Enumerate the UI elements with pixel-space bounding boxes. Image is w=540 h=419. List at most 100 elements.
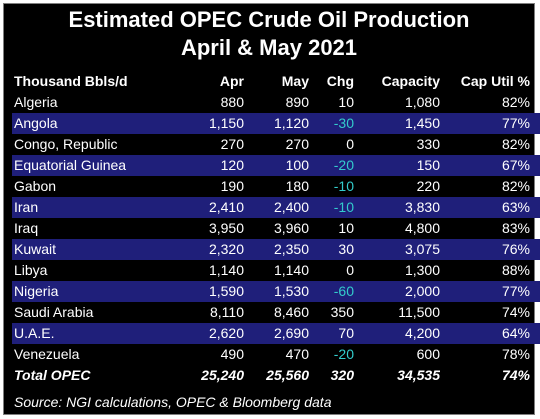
cell-cap-util: 74%	[501, 304, 530, 320]
cell-country: Saudi Arabia	[14, 304, 94, 320]
table-body: Algeria 880 890 10 1,080 82% Angola 1,150 1,120-…	[12, 92, 540, 386]
table-row: Congo, Republic 270 270 0 330 82%	[12, 134, 540, 155]
cell-apr: 490	[220, 346, 244, 362]
cell-country: Equatorial Guinea	[12, 155, 182, 176]
cell-cap-util: 77%	[440, 113, 540, 134]
cell-capacity: 1,450	[354, 113, 440, 134]
cell-cap-util: 82%	[501, 136, 530, 152]
cell-capacity: 330	[416, 136, 440, 152]
cell-may: 2,350	[244, 239, 309, 260]
cell-capacity: 600	[416, 346, 440, 362]
cell-may: 470	[285, 346, 309, 362]
table-row: Saudi Arabia 8,110 8,460 350 11,500 74%	[12, 302, 540, 323]
cell-apr: 880	[220, 94, 244, 110]
cell-apr: 1,140	[208, 262, 244, 278]
total-row: Total OPEC 25,240 25,560 320 34,535 74%	[12, 365, 540, 386]
cell-country: Gabon	[14, 178, 57, 194]
cell-cap-util: 82%	[501, 178, 530, 194]
cell-may: 1,120	[244, 113, 309, 134]
cell-capacity: 150	[354, 155, 440, 176]
cell-capacity: 1,300	[404, 262, 440, 278]
header-chg: Chg	[326, 73, 354, 89]
cell-country: Iraq	[14, 220, 39, 236]
cell-chg: 0	[346, 136, 354, 152]
cell-capacity: 4,200	[354, 323, 440, 344]
table-row: Nigeria 1,590 1,530 -60 2,000 77%	[12, 281, 540, 302]
table-row: Kuwait 2,320 2,350 30 3,075 76%	[12, 239, 540, 260]
cell-cap-util: 76%	[440, 239, 540, 260]
chart-title: Estimated OPEC Crude Oil Production	[68, 7, 470, 32]
header-apr: Apr	[219, 73, 244, 89]
cell-capacity: 4,800	[404, 220, 440, 236]
table-row: Libya 1,140 1,140 0 1,300 88%	[12, 260, 540, 281]
cell-may: 1,140	[273, 262, 309, 278]
table-row: Angola 1,150 1,120 -30 1,450 77%	[12, 113, 540, 134]
cell-apr: 1,150	[182, 113, 244, 134]
cell-cap-util: 83%	[501, 220, 530, 236]
table-frame: Estimated OPEC Crude Oil Production Apri…	[3, 3, 540, 415]
cell-country: Venezuela	[14, 346, 80, 362]
cell-may: 180	[285, 178, 309, 194]
cell-chg: 350	[330, 304, 354, 320]
cell-cap-util: 78%	[501, 346, 530, 362]
cell-country: Kuwait	[12, 239, 182, 260]
total-cell-chg: 320	[330, 367, 354, 383]
cell-chg: 30	[309, 239, 354, 260]
cell-capacity: 11,500	[398, 304, 440, 320]
cell-country: U.A.E.	[12, 323, 182, 344]
cell-chg: -10	[333, 178, 354, 194]
cell-country: Congo, Republic	[14, 136, 118, 152]
header-row: Thousand Bbls/d Apr May Chg Capacity Cap…	[12, 71, 540, 92]
cell-capacity: 1,080	[404, 94, 440, 110]
cell-country: Iran	[12, 197, 182, 218]
chart-subtitle: April & May 2021	[180, 35, 358, 60]
cell-may: 3,960	[273, 220, 309, 236]
header-capacity: Capacity	[381, 73, 440, 89]
cell-capacity: 220	[416, 178, 440, 194]
cell-chg: 10	[338, 220, 354, 236]
cell-apr: 3,950	[208, 220, 244, 236]
cell-may: 1,530	[244, 281, 309, 302]
cell-apr: 120	[182, 155, 244, 176]
cell-capacity: 3,075	[354, 239, 440, 260]
cell-chg: 70	[309, 323, 354, 344]
cell-country: Nigeria	[12, 281, 182, 302]
cell-may: 2,690	[244, 323, 309, 344]
header-may: May	[281, 73, 309, 89]
cell-capacity: 2,000	[354, 281, 440, 302]
total-cell-capacity: 34,535	[397, 367, 440, 383]
cell-may: 2,400	[244, 197, 309, 218]
cell-cap-util: 82%	[501, 94, 530, 110]
table-row: Venezuela 490 470 -20 600 78%	[12, 344, 540, 365]
table-row: Algeria 880 890 10 1,080 82%	[12, 92, 540, 113]
table-row: Iraq 3,950 3,960 10 4,800 83%	[12, 218, 540, 239]
table-row: U.A.E. 2,620 2,690 70 4,200 64%	[12, 323, 540, 344]
cell-cap-util: 63%	[440, 197, 540, 218]
cell-country: Angola	[12, 113, 182, 134]
cell-chg: -60	[309, 281, 354, 302]
cell-may: 270	[285, 136, 309, 152]
cell-apr: 270	[220, 136, 244, 152]
cell-apr: 8,110	[210, 304, 244, 320]
cell-cap-util: 67%	[440, 155, 540, 176]
total-cell-cap-util: 74%	[501, 367, 530, 383]
cell-may: 890	[285, 94, 309, 110]
source-note: Source: NGI calculations, OPEC & Bloombe…	[14, 394, 332, 410]
cell-country: Algeria	[14, 94, 58, 110]
cell-apr: 2,320	[182, 239, 244, 260]
table-row: Equatorial Guinea 120 100 -20 150 67%	[12, 155, 540, 176]
cell-chg: -20	[333, 346, 354, 362]
cell-cap-util: 88%	[501, 262, 530, 278]
cell-apr: 2,410	[182, 197, 244, 218]
cell-country: Libya	[14, 262, 48, 278]
cell-may: 100	[244, 155, 309, 176]
cell-apr: 190	[220, 178, 244, 194]
production-table: Thousand Bbls/d Apr May Chg Capacity Cap…	[12, 71, 540, 386]
total-cell-country: Total OPEC	[14, 367, 91, 383]
cell-apr: 1,590	[182, 281, 244, 302]
total-cell-apr: 25,240	[201, 367, 244, 383]
total-cell-may: 25,560	[266, 367, 309, 383]
table-row: Gabon 190 180 -10 220 82%	[12, 176, 540, 197]
table-row: Iran 2,410 2,400 -10 3,830 63%	[12, 197, 540, 218]
cell-cap-util: 77%	[440, 281, 540, 302]
